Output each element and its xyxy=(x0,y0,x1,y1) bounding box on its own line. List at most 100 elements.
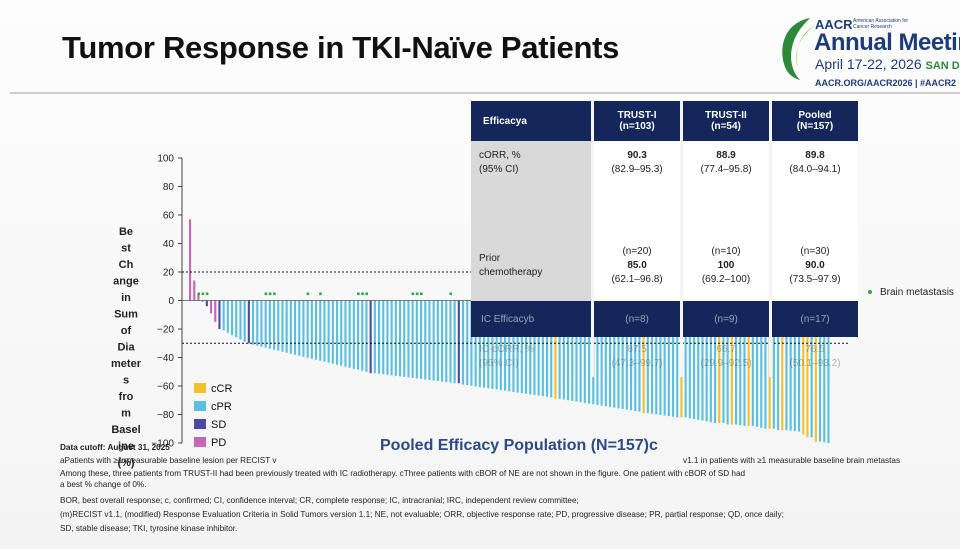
bar-patient-33 xyxy=(323,300,326,362)
footnote-line-2: Among these, three patients from TRUST-I… xyxy=(60,469,746,478)
efficacy-table: Efficacya TRUST-I (n=103) TRUST-II (n=54… xyxy=(471,101,858,377)
bar-patient-65 xyxy=(457,300,460,384)
bar-patient-87 xyxy=(550,300,553,398)
bar-patient-15 xyxy=(247,300,250,344)
brain-metastasis-dot xyxy=(264,292,268,296)
bar-patient-3 xyxy=(197,293,200,301)
bar-patient-25 xyxy=(289,300,292,354)
y-axis-label-fragment: Be xyxy=(119,226,133,238)
bar-patient-18 xyxy=(260,300,263,347)
bar-patient-51 xyxy=(399,300,402,377)
bar-patient-50 xyxy=(394,300,397,376)
bar-patient-6 xyxy=(210,300,213,314)
bar-patient-12 xyxy=(235,300,238,338)
bar-patient-28 xyxy=(302,300,305,357)
row-label-corr: cORR, % (95% CI) xyxy=(471,141,593,231)
green-dot-icon xyxy=(868,290,872,295)
bar-patient-40 xyxy=(352,300,355,369)
row-label-ic-corr: IC-cORR, % (95% CI) xyxy=(479,344,534,369)
bar-patient-88 xyxy=(554,300,557,399)
legend-swatch-cr xyxy=(194,383,206,393)
footnote-line-1a: aPatients with ≥1 measurable baseline le… xyxy=(60,456,277,465)
table-header-trust1: TRUST-I (n=103) xyxy=(591,101,682,141)
bar-patient-29 xyxy=(306,300,309,358)
y-tick-label: −60 xyxy=(157,382,174,393)
bar-patient-5 xyxy=(205,300,208,307)
bar-patient-78 xyxy=(512,300,515,392)
y-axis-label-group: Be st Ch ange in Sum of Dia meter s fro m Basel ine (%… xyxy=(111,226,142,469)
bar-patient-46 xyxy=(378,300,381,374)
logo-event: Annual Meeting xyxy=(814,29,960,56)
logo-brand: AACR xyxy=(815,17,853,32)
bar-patient-71 xyxy=(483,300,486,388)
bar-patient-26 xyxy=(294,300,297,355)
footnote-line-5: (m)RECIST v1.1, (modified) Response Eval… xyxy=(60,510,784,519)
legend-label-sd: SD xyxy=(211,419,226,431)
bar-patient-63 xyxy=(449,300,452,383)
cell-corr-trust1: 90.3 (82.9–95.3) xyxy=(591,141,682,231)
bar-patient-35 xyxy=(331,300,334,364)
brain-metastasis-dot xyxy=(357,292,360,296)
bar-patient-86 xyxy=(546,300,549,397)
brain-metastasis-dot xyxy=(319,292,322,296)
cell-corr-pooled: 89.8 (84.0–94.1) xyxy=(769,141,858,231)
y-tick-label: −80 xyxy=(157,410,174,421)
footnote-line-1b: v1.1 in patients with ≥1 measurable base… xyxy=(683,456,901,465)
bar-patient-70 xyxy=(478,300,481,388)
y-axis-label-fragment: of xyxy=(121,325,132,337)
bar-patient-41 xyxy=(357,300,360,370)
legend-label-pr: cPR xyxy=(211,401,232,413)
bar-patient-49 xyxy=(390,300,393,376)
bar-patient-45 xyxy=(373,300,376,374)
legend-swatch-pr xyxy=(194,401,206,411)
bar-patient-27 xyxy=(298,300,301,356)
y-tick-label: 0 xyxy=(168,296,174,307)
y-tick-label: −20 xyxy=(157,325,174,336)
legend-label-pd: PD xyxy=(211,437,226,449)
y-tick-label: 60 xyxy=(163,211,175,222)
bar-patient-76 xyxy=(504,300,507,391)
cell-prior-trust2: (n=10) 100 (69.2–100) xyxy=(680,231,771,301)
y-axis-label-fragment: ange xyxy=(113,276,139,288)
bar-patient-16 xyxy=(252,300,255,345)
y-axis-label-fragment: Ch xyxy=(119,259,134,271)
y-axis: 100 80 60 40 20 0 −20 −40 −60 −80 −100 xyxy=(151,154,183,450)
bar-patient-31 xyxy=(315,300,318,360)
bar-patient-10 xyxy=(226,300,229,333)
response-legend: cCR cPR SD PD xyxy=(194,383,232,449)
bar-patient-62 xyxy=(445,300,448,383)
y-axis-label-fragment: m xyxy=(121,408,131,420)
footnote-cutoff: Data cutoff: August 31, 2025 xyxy=(60,443,170,452)
aacr-logo: AACR American Association for Cancer Res… xyxy=(770,10,960,95)
bar-patient-7 xyxy=(214,300,217,322)
bar-patient-47 xyxy=(382,300,385,375)
brain-metastasis-dot xyxy=(205,292,209,296)
bar-patient-85 xyxy=(541,300,544,397)
cell-ic-trust1: (n=8) xyxy=(591,301,682,337)
title-divider xyxy=(10,92,960,94)
bar-patient-23 xyxy=(281,300,284,352)
logo-dates: April 17-22, 2026 SAN DIEGO xyxy=(815,56,960,72)
bar-patient-92 xyxy=(571,300,574,401)
bar-patient-82 xyxy=(529,300,532,395)
bar-patient-95 xyxy=(583,300,586,403)
footnote-line-6: SD, stable disease; TKI, tyrosine kinase… xyxy=(60,524,238,533)
bar-patient-83 xyxy=(533,300,536,395)
y-axis-label-fragment: Dia xyxy=(117,342,135,354)
cell-corr-trust2: 88.9 (77.4–95.8) xyxy=(680,141,771,231)
cell-prior-pooled: (n=30) 90.0 (73.5–97.9) xyxy=(769,231,858,301)
bar-patient-32 xyxy=(319,300,322,361)
footnote-line-4: BOR, best overall response; c, confirmed… xyxy=(60,496,579,505)
bar-patient-56 xyxy=(420,300,423,379)
bar-patient-55 xyxy=(415,300,418,379)
cell-icorr-trust2: 66.7 (29.9–92.5) xyxy=(680,337,771,377)
table-header-efficacy: Efficacya xyxy=(471,101,593,141)
y-tick-label: 20 xyxy=(163,268,175,279)
population-title: Pooled Efficacy Population (N=157)c xyxy=(380,437,658,454)
bar-patient-19 xyxy=(264,300,267,348)
y-axis-label-fragment: Sum xyxy=(114,309,138,321)
bar-patient-89 xyxy=(558,300,561,399)
bar-patient-4 xyxy=(201,300,204,302)
bar-patient-30 xyxy=(310,300,313,359)
cell-icorr-trust1: 87.5 (47.3–99.7) xyxy=(591,337,682,377)
